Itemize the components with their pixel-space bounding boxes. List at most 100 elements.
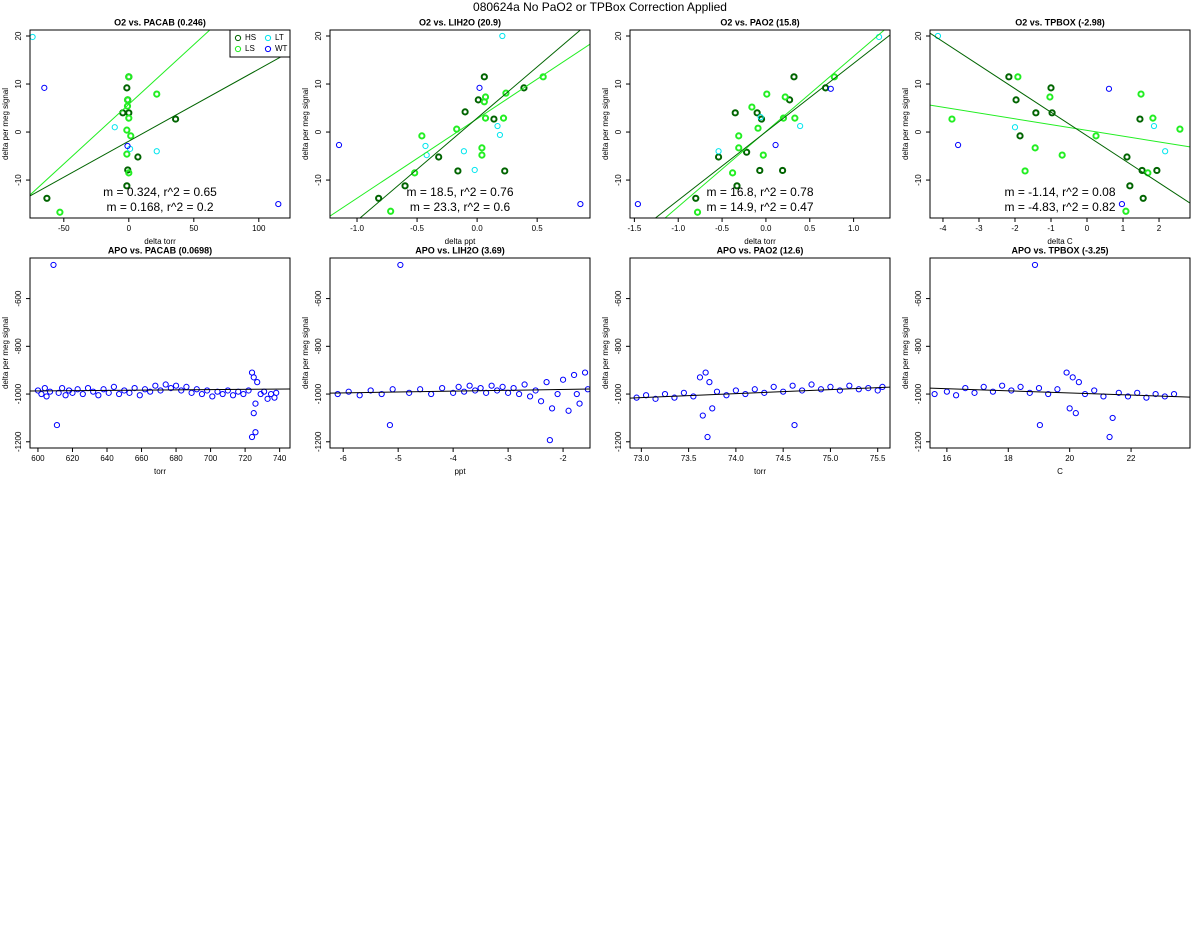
point	[481, 114, 490, 122]
point	[134, 153, 142, 161]
annotation: m = 16.8, r^2 = 0.78	[706, 185, 813, 199]
point	[275, 200, 282, 208]
plot-area	[330, 30, 590, 218]
point	[1152, 390, 1159, 398]
point	[252, 400, 259, 407]
point	[1126, 182, 1134, 190]
point	[367, 387, 374, 394]
y-tick-label: 0	[14, 129, 23, 134]
legend-label: LT	[275, 33, 284, 42]
point	[1176, 125, 1184, 133]
point	[781, 93, 789, 101]
point	[111, 124, 118, 131]
point	[699, 412, 706, 419]
point	[153, 148, 160, 155]
point	[770, 383, 777, 390]
point	[387, 207, 395, 215]
point	[50, 261, 57, 269]
panel: O2 vs. TPBOX (-2.98) delta C delta per meg…	[901, 17, 1191, 246]
y-tick-label: -800	[614, 338, 623, 355]
fit-line	[664, 30, 885, 218]
plot-frame	[29, 257, 291, 449]
point	[153, 90, 161, 98]
point	[817, 386, 825, 393]
point	[1066, 405, 1073, 412]
point	[1017, 383, 1024, 390]
point	[474, 96, 482, 104]
x-tick-label: -6	[340, 454, 348, 463]
y-tick-label: -1000	[614, 383, 623, 404]
point	[808, 381, 815, 388]
point	[245, 387, 252, 394]
point	[1005, 73, 1013, 81]
point	[1075, 379, 1082, 386]
point	[478, 151, 486, 159]
point	[554, 390, 561, 398]
point	[450, 389, 457, 396]
point	[123, 96, 132, 104]
point	[198, 390, 206, 398]
point	[127, 132, 135, 140]
point	[1036, 421, 1043, 429]
point	[123, 150, 131, 158]
x-tick-label: 0	[127, 224, 132, 233]
point	[1031, 261, 1039, 269]
point	[499, 383, 506, 390]
point	[428, 390, 435, 398]
x-tick-label: 680	[169, 454, 183, 463]
point	[751, 386, 758, 393]
y-tick-label: -10	[914, 174, 923, 186]
x-tick-label: 50	[189, 224, 198, 233]
point	[733, 182, 741, 190]
point	[100, 386, 107, 393]
point	[521, 381, 528, 388]
point	[95, 392, 102, 399]
fit-line	[630, 386, 890, 399]
point	[56, 208, 64, 216]
point	[461, 108, 469, 116]
point	[731, 109, 739, 117]
y-tick-label: 10	[614, 79, 623, 88]
point	[1069, 374, 1076, 381]
x-tick-label: -0.5	[410, 224, 424, 233]
x-tick-label: 660	[135, 454, 149, 463]
point	[141, 386, 149, 393]
point	[671, 394, 678, 401]
point	[334, 390, 341, 398]
panel-title: O2 vs. TPBOX (-2.98)	[1015, 17, 1105, 27]
point	[84, 384, 92, 392]
point	[488, 382, 495, 389]
x-tick-label: -1	[1047, 224, 1055, 233]
x-tick-label: 0.0	[472, 224, 484, 233]
point	[1035, 384, 1043, 392]
plot-area	[330, 261, 590, 444]
point	[466, 382, 473, 389]
y-tick-label: 20	[314, 31, 323, 40]
point	[209, 393, 216, 400]
y-tick-label: -800	[314, 338, 323, 355]
fit-line	[30, 30, 211, 196]
x-tick-label: 640	[100, 454, 114, 463]
point	[1106, 433, 1113, 441]
x-tick-label: 740	[273, 454, 287, 463]
point	[573, 390, 580, 398]
panel-title: O2 vs. PAO2 (15.8)	[720, 17, 799, 27]
annotation: m = 18.5, r^2 = 0.76	[406, 185, 513, 199]
legend-label: LS	[245, 44, 255, 53]
point	[696, 374, 704, 381]
y-tick-label: -600	[314, 290, 323, 307]
y-tick-label: 10	[14, 79, 23, 88]
point	[790, 73, 798, 81]
point	[693, 208, 702, 216]
point	[980, 383, 987, 390]
plot-area	[930, 261, 1190, 441]
point	[188, 389, 195, 396]
point	[754, 124, 762, 132]
point	[559, 376, 567, 383]
point	[454, 167, 462, 175]
x-tick-label: -1.0	[671, 224, 685, 233]
point	[1115, 389, 1122, 396]
panel-title: APO vs. LIH2O (3.69)	[415, 245, 505, 255]
point	[1136, 115, 1144, 123]
legend-marker	[264, 34, 272, 42]
